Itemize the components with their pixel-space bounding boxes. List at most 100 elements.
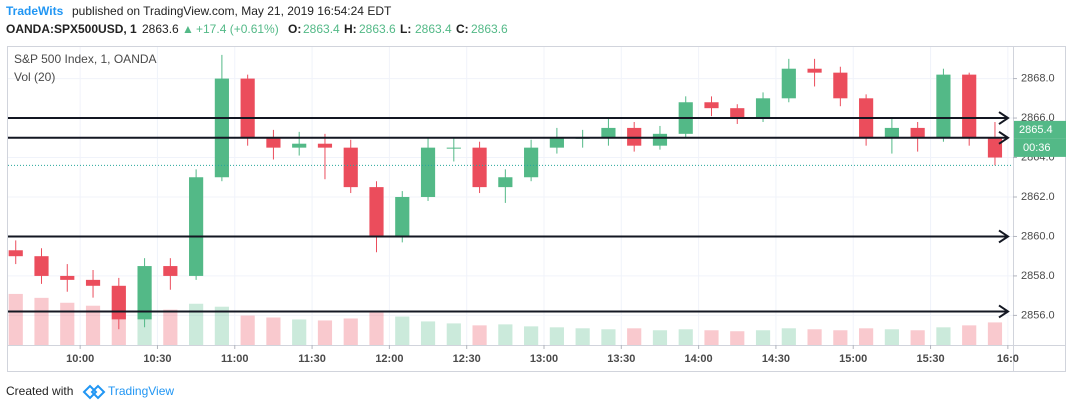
volume-bar [369,312,384,345]
volume-bar [987,322,1003,345]
volume-bar [781,328,796,345]
volume-bar [962,325,977,345]
ohlc-key: O: [288,22,301,36]
candle-body [652,133,668,146]
y-tick-label: 2856.0 [1021,309,1055,321]
volume-bar [755,330,771,345]
candle-body [343,147,358,188]
volume-bar [446,323,461,345]
candle-body [34,256,49,276]
candle-body [137,266,152,320]
volume-bar [627,328,642,345]
volume-bar [833,330,848,345]
x-tick-label: 10:00 [66,353,94,365]
candle-body [292,143,307,148]
price-tag-label: 2865.4 [1019,124,1053,136]
ohlc-value: 2863.6 [471,22,508,36]
chart-frame [7,46,1066,372]
y-tick-label: 2862.0 [1021,191,1055,203]
candle-body [163,266,178,276]
footer-created: Created with [6,384,73,398]
candle-body [369,187,384,237]
volume-bar [601,329,616,345]
candle-body [317,143,333,148]
volume-bar [704,330,719,345]
volume-bar [189,303,204,345]
candle-body [111,285,126,320]
candle-body [498,177,513,188]
candle-body [420,147,436,197]
candle-body [524,147,539,178]
symbol: OANDA:SPX500USD, 1 [6,22,137,36]
x-tick-label: 10:30 [143,353,171,365]
volume-bar [317,320,333,345]
candle-body [8,250,23,257]
candle-body [189,177,204,276]
volume-bar [214,306,229,345]
volume-bar [730,331,745,345]
change: +17.4 (+0.61%) [196,22,279,36]
y-tick-label: 2860.0 [1021,230,1055,242]
candle-body [962,74,977,138]
chart-title: S&P 500 Index, 1, OANDA [14,52,157,66]
candle-body [781,68,796,99]
level-arrow [998,111,1010,125]
ohlc-value: 2863.4 [415,22,452,36]
candle-body [601,127,616,138]
x-tick-label: 14:00 [685,353,713,365]
y-tick-label: 2858.0 [1021,270,1055,282]
volume-bar [343,318,358,345]
countdown: 00:36 [1023,142,1051,154]
volume-bar [472,325,487,345]
level-arrow [998,229,1010,244]
volume-bar [859,328,874,345]
volume-bar [549,327,564,345]
y-tick-label: 2868.0 [1021,72,1055,84]
volume-bar [498,324,513,345]
volume-bar [395,316,410,345]
ohlc-key: C: [456,22,469,36]
author[interactable]: TradeWits [6,4,64,18]
ohlc-value: 2863.6 [359,22,396,36]
x-tick-label: 12:00 [375,353,403,365]
volume-bar [85,305,101,345]
ohlc-key: L: [400,22,411,36]
logo [82,384,106,400]
volume-bar [163,309,178,345]
candle-body [755,98,771,119]
candle-body [910,127,925,138]
volume-bar [678,329,693,345]
price-tag [1014,120,1066,139]
candle-body [446,147,461,149]
candle-body [884,127,899,138]
volume-bar [524,326,539,345]
x-tick-label: 16:0 [997,353,1019,365]
volume-bar [652,330,668,345]
volume-bar [910,330,925,345]
candle-body [395,196,410,237]
price: 2863.6 [142,22,179,36]
volume-bar [60,302,75,345]
x-tick-label: 12:30 [453,353,481,365]
volume-bar [575,328,590,345]
candle-body [472,147,487,188]
volume-bar [884,329,899,345]
candle-body [549,137,564,148]
plot [8,54,1013,345]
level-arrow [998,304,1010,319]
candle-body [85,279,101,286]
candle-body [60,275,75,280]
x-tick-label: 15:00 [839,353,867,365]
x-tick-label: 11:00 [221,353,249,365]
ohlc: O: 2863.4 H: 2863.6 L: 2863.4 C: 2863.6 [288,22,508,36]
volume-bar [266,317,281,345]
volume-bar [420,321,436,345]
footer-brand[interactable]: TradingView [108,384,174,398]
volume-bar [936,327,951,345]
arrow-up: ▲ [182,22,194,36]
x-tick-label: 15:30 [916,353,944,365]
volume-bar [8,293,23,345]
volume-bar [240,315,255,345]
